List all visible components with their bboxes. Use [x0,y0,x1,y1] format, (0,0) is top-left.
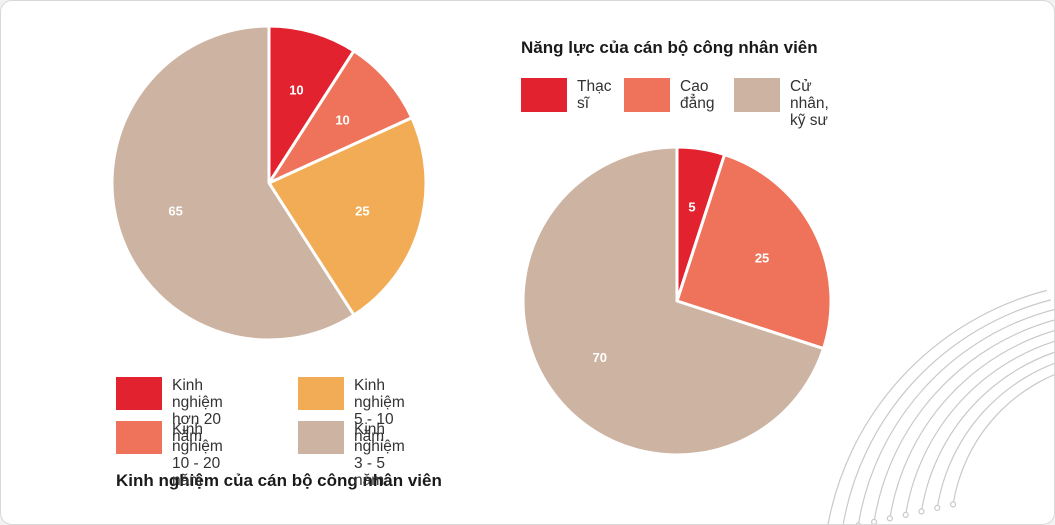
slice-value-label: 5 [688,200,695,215]
legend-item: Cao đẳng [624,78,714,112]
circuit-arc [889,330,1054,519]
legend-label: Kinh nghiệm 5 - 10 năm [354,377,405,445]
legend-swatch [298,377,344,410]
pie-chart-2: 5 25 70 [521,145,833,457]
slice-value-label: 65 [168,203,182,218]
legend-swatch [298,421,344,454]
pie-slice [267,49,414,185]
legend-item: Cử nhân, kỹ sư [734,78,829,129]
circuit-node [918,508,925,515]
circuit-node [855,522,862,524]
circuit-arc [905,340,1054,515]
legend-label: Kinh nghiệm 10 - 20 năm [172,421,223,489]
legend-swatch [116,377,162,410]
legend-item: Kinh nghiệm 5 - 10 năm [298,377,405,445]
legend-item: Kinh nghiệm hơn 20 năm [116,377,223,445]
legend-swatch [734,78,780,112]
pie-slice [110,24,356,342]
circuit-node [870,518,878,524]
circuit-arc [857,308,1054,524]
pie-slice [675,153,833,351]
slice-value-label: 10 [289,83,303,98]
pie-chart-1: 10 10 25 65 [110,24,428,342]
pie-slice [267,116,428,317]
circuit-arc [827,289,1048,524]
legend-label: Kinh nghiệm 3 - 5 năm [354,421,405,489]
pie-slice [521,145,825,457]
legend-label: Cao đẳng [680,78,715,112]
legend-swatch [116,421,162,454]
circuit-node [902,511,909,518]
legend-item: Kinh nghiệm 10 - 20 năm [116,421,223,489]
legend-swatch [624,78,670,112]
slice-value-label: 10 [335,112,349,127]
capability-chart-title: Năng lực của cán bộ công nhân viên [521,38,818,57]
experience-chart-title: Kinh nghiệm của cán bộ công nhân viên [116,471,442,490]
legend-label: Cử nhân, kỹ sư [790,78,829,129]
slice-value-label: 25 [355,203,369,218]
slice-value-label: 70 [593,350,607,365]
legend-label: Kinh nghiệm hơn 20 năm [172,377,223,445]
circuit-node [886,515,893,522]
circuit-arc [936,362,1054,508]
circuit-arc [920,351,1054,512]
legend-item: Kinh nghiệm 3 - 5 năm [298,421,405,489]
circuit-node [934,504,941,512]
pie-slice [267,24,356,185]
circuit-arc [952,374,1054,505]
legend-item: Thạc sĩ [521,78,611,112]
legend-label: Thạc sĩ [577,78,612,112]
circuit-decoration [827,289,1054,524]
legend-swatch [521,78,567,112]
circuit-node [949,501,957,508]
circuit-arc [842,299,1052,524]
slice-value-label: 25 [755,251,769,266]
circuit-arc [873,319,1054,522]
